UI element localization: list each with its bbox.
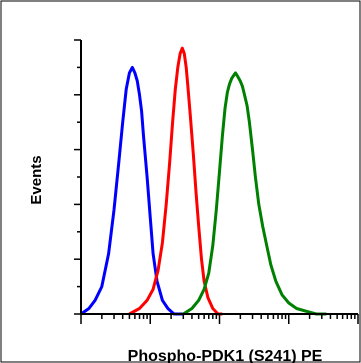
x-axis-label: Phospho-PDK1 (S241) PE [128,348,323,363]
y-axis-label: Events [28,155,45,204]
plot-area [80,46,327,316]
y-axis-ticks [74,39,81,315]
series-line-1 [80,65,184,316]
series-line-3 [182,71,327,316]
series-line-2 [128,46,223,316]
x-axis-ticks [80,314,359,324]
